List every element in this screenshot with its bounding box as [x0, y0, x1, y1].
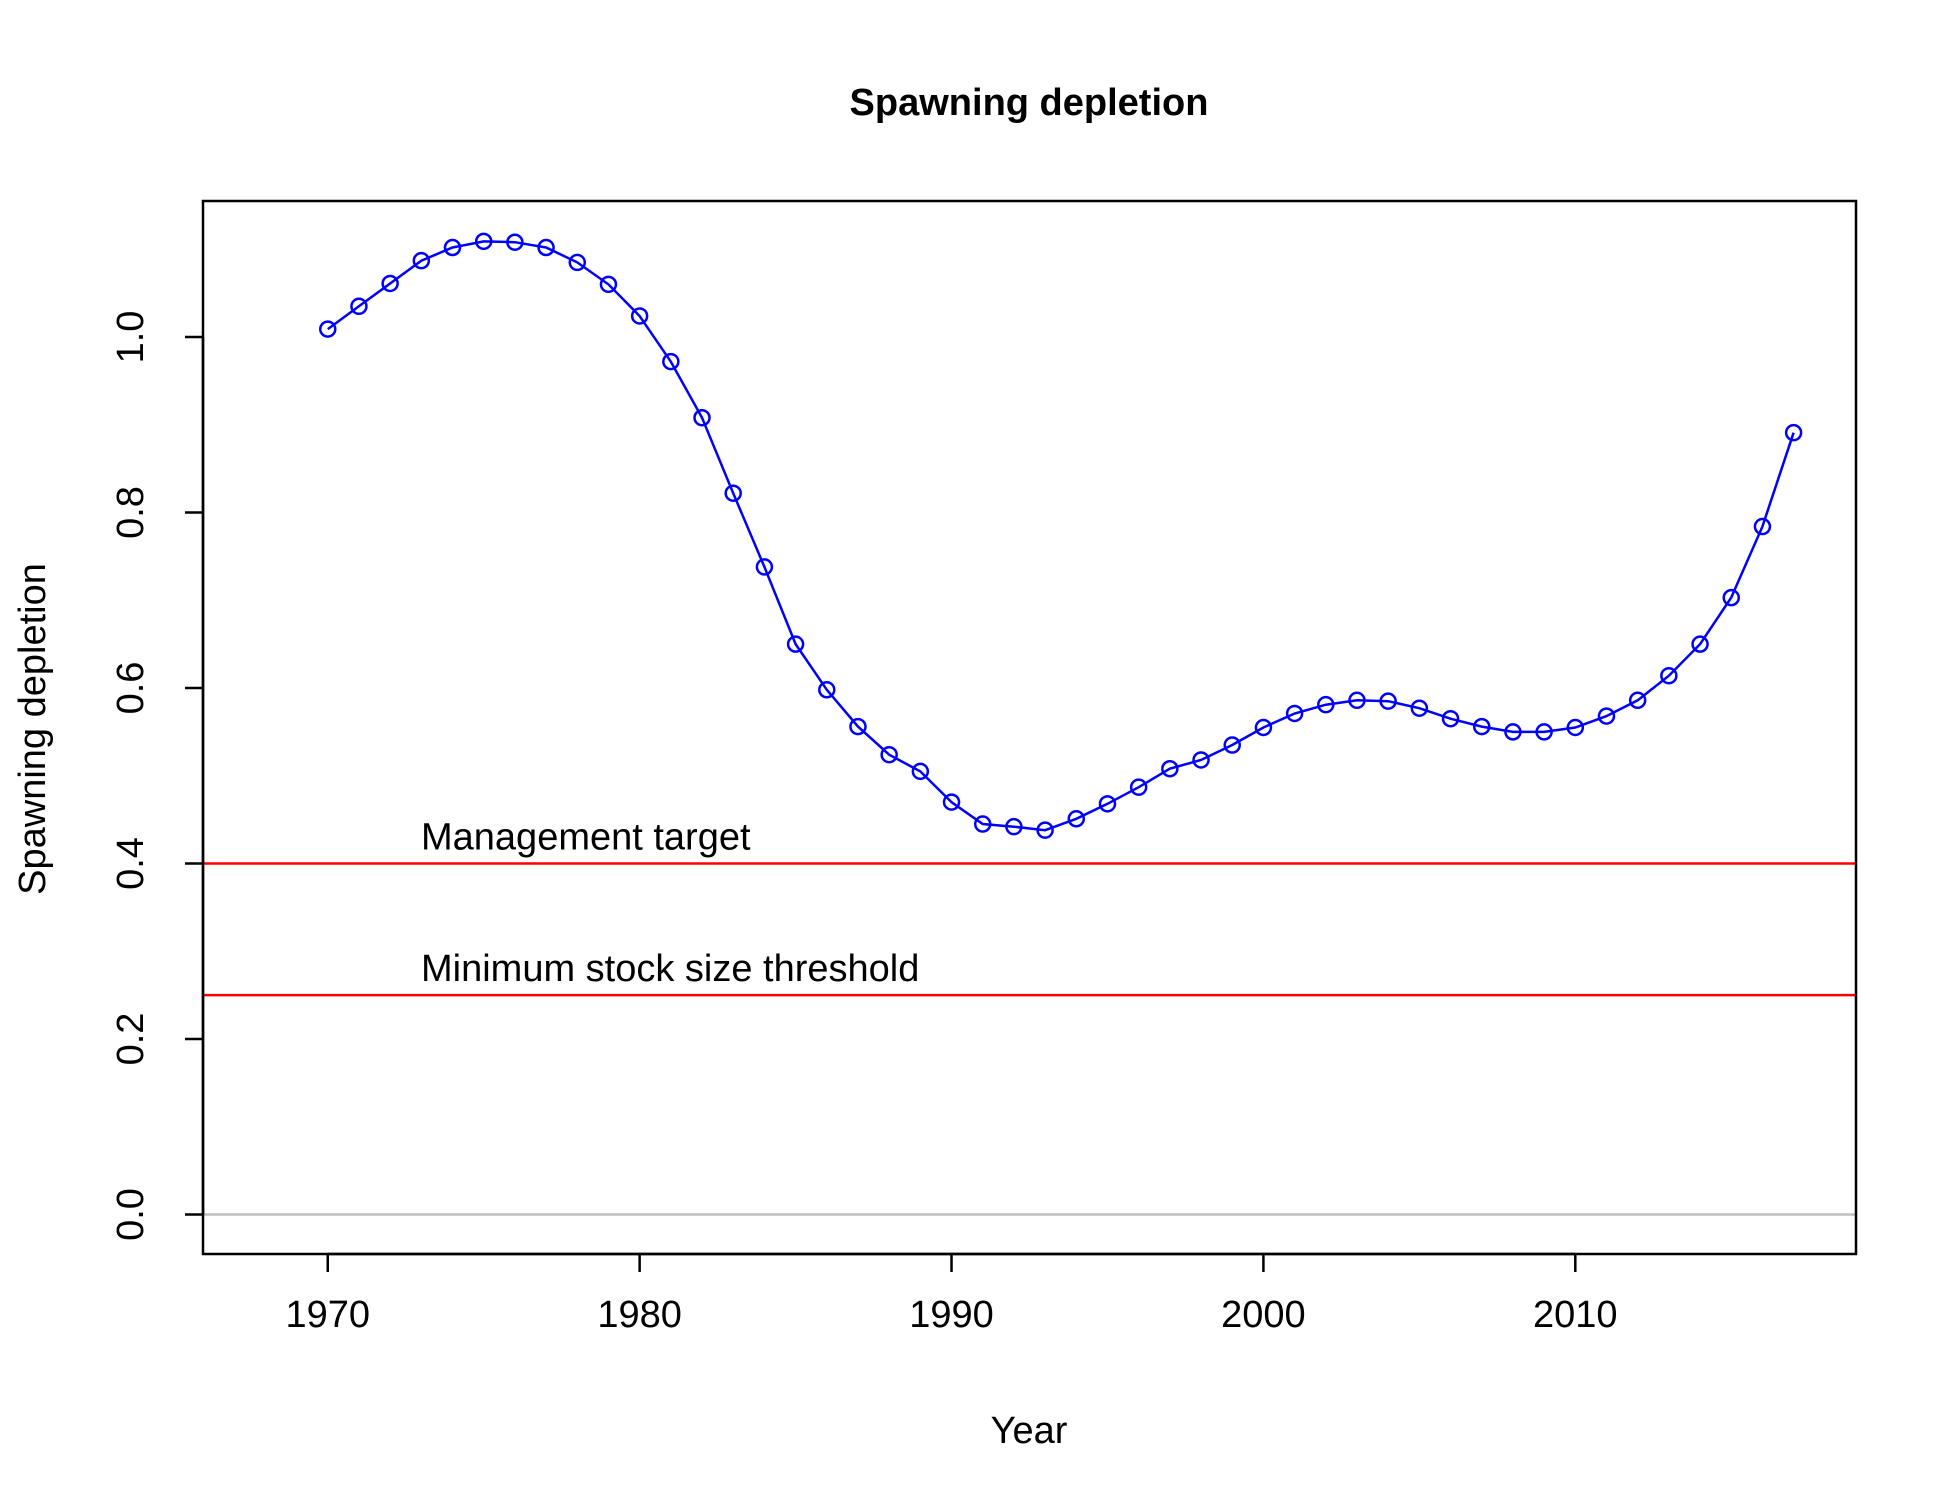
y-tick-label: 0.6	[110, 662, 152, 715]
data-point	[537, 238, 555, 257]
y-tick-label: 0.8	[110, 486, 152, 539]
x-tick-label: 2000	[1221, 1294, 1306, 1336]
data-point	[1067, 810, 1086, 828]
data-point	[1192, 751, 1210, 769]
data-point	[973, 815, 992, 833]
data-point	[474, 232, 493, 251]
data-point	[1129, 778, 1148, 796]
data-point	[1722, 588, 1740, 607]
x-tick-label: 2010	[1533, 1294, 1618, 1336]
series-line	[327, 240, 1795, 832]
x-axis-label: Year	[991, 1410, 1068, 1452]
data-point	[1410, 699, 1429, 717]
x-tick-label: 1990	[909, 1294, 994, 1336]
data-point	[1753, 517, 1772, 536]
data-point	[506, 233, 524, 251]
data-point	[1317, 695, 1335, 714]
x-tick-label: 1970	[285, 1294, 370, 1336]
data-point	[693, 408, 711, 427]
data-point	[911, 762, 930, 781]
data-point	[1784, 423, 1803, 442]
data-point	[630, 307, 649, 325]
y-tick-label: 0.2	[110, 1013, 152, 1066]
data-point	[724, 484, 742, 502]
series-layer	[319, 232, 1803, 839]
x-tick-label: 1980	[597, 1294, 682, 1336]
data-point	[568, 253, 587, 272]
data-point	[942, 793, 961, 811]
data-point	[412, 251, 431, 270]
y-tick-label: 1.0	[110, 311, 152, 364]
data-point	[1285, 704, 1304, 723]
data-point	[1348, 691, 1366, 710]
data-point	[1223, 736, 1241, 754]
data-point	[786, 635, 805, 653]
data-point	[1628, 691, 1647, 710]
data-point	[1379, 692, 1397, 710]
data-point	[1691, 635, 1709, 653]
data-point	[1036, 821, 1054, 839]
y-axis-label: Spawning depletion	[12, 563, 54, 895]
plot-frame	[201, 199, 1858, 1256]
data-point	[1161, 759, 1179, 778]
data-point	[1098, 795, 1117, 813]
data-point	[599, 275, 618, 294]
data-point	[662, 352, 680, 371]
data-point	[350, 297, 368, 316]
reference-line-label: Management target	[421, 817, 751, 859]
data-point	[1597, 707, 1616, 725]
data-point	[1504, 723, 1522, 741]
data-point	[1005, 817, 1023, 836]
data-point	[1535, 723, 1553, 741]
data-point	[1660, 666, 1678, 685]
reference-lines: Management target Minimum stock size thre…	[203, 817, 1856, 1216]
y-tick-label: 0.4	[110, 837, 152, 890]
data-point	[755, 558, 774, 576]
data-point	[1472, 717, 1491, 736]
data-point	[443, 238, 462, 257]
data-point	[381, 274, 399, 293]
reference-line-label: Minimum stock size threshold	[421, 948, 919, 990]
chart-title: Spawning depletion	[850, 82, 1209, 124]
data-point	[1441, 709, 1460, 728]
data-point	[880, 745, 898, 764]
data-point	[849, 717, 867, 736]
data-point	[1566, 718, 1585, 737]
data-point	[818, 681, 836, 699]
data-point	[319, 320, 337, 338]
data-point	[1254, 718, 1273, 737]
y-tick-label: 0.0	[110, 1188, 152, 1241]
